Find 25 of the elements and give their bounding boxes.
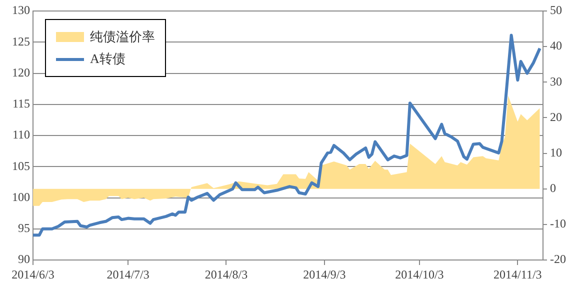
y2-tick-label: 20 (550, 110, 562, 124)
y-tick-label: 120 (12, 65, 30, 80)
x-tick-label: 2014/6/3 (12, 267, 54, 282)
y-tick-label: 130 (12, 3, 30, 18)
x-tick-label: 2014/11/3 (494, 267, 542, 282)
y-tick-label: 115 (12, 96, 30, 111)
y-tick-label: 110 (12, 128, 30, 142)
y2-tick-label: 10 (550, 145, 562, 160)
y2-tick-label: -20 (550, 252, 566, 266)
y2-tick-label: 50 (550, 3, 562, 18)
x-tick-label: 2014/9/3 (303, 267, 346, 282)
y2-tick-label: 30 (550, 74, 562, 88)
y2-tick-label: -10 (550, 216, 566, 231)
y2-tick-label: 40 (550, 38, 562, 53)
x-tick-label: 2014/10/3 (395, 267, 444, 282)
y-tick-label: 90 (18, 252, 30, 266)
x-tick-label: 2014/7/3 (106, 267, 150, 282)
y-tick-label: 125 (12, 34, 30, 48)
y-tick-label: 100 (12, 190, 30, 204)
y-tick-label: 95 (18, 221, 30, 236)
legend-label: 纯债溢价率 (90, 28, 155, 46)
y-tick-label: 105 (12, 158, 30, 173)
x-tick-label: 2014/8/3 (204, 267, 248, 282)
y2-tick-label: 0 (550, 181, 556, 196)
legend-label: A转债 (90, 50, 126, 68)
